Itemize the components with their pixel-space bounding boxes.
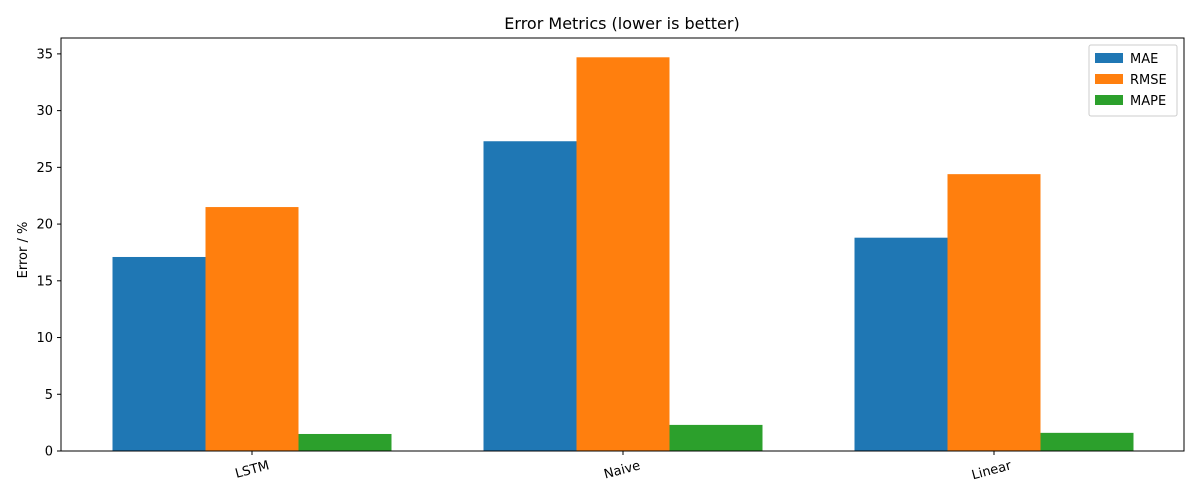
plot-frame — [60, 37, 1185, 452]
bar-mae-linear — [854, 237, 948, 451]
bar-rmse-lstm — [205, 207, 299, 451]
y-tick-label: 5 — [45, 388, 53, 403]
y-axis-label: Error / % — [16, 222, 31, 279]
legend-swatch-mape — [1095, 95, 1123, 105]
legend-label-rmse: RMSE — [1130, 73, 1167, 88]
x-axis-ticks: LSTM Naive Linear — [234, 451, 1014, 483]
y-tick-label: 15 — [36, 274, 53, 289]
bar-mae-naive — [483, 141, 577, 451]
bar-mape-lstm — [298, 433, 392, 451]
bar-mape-naive — [669, 424, 763, 451]
x-tick-label-naive: Naive — [602, 458, 642, 482]
y-tick-label: 0 — [45, 445, 53, 460]
x-tick-label-lstm: LSTM — [234, 458, 271, 481]
legend-swatch-rmse — [1095, 74, 1123, 84]
legend-label-mape: MAPE — [1130, 94, 1166, 109]
y-axis-ticks: 0 5 10 15 20 25 30 35 — [36, 47, 61, 460]
x-tick-label-linear: Linear — [970, 458, 1014, 483]
y-tick-label: 35 — [36, 47, 53, 62]
y-tick-label: 25 — [36, 161, 53, 176]
y-tick-label: 10 — [36, 331, 53, 346]
bar-mape-linear — [1040, 432, 1134, 451]
bars-group — [112, 57, 1134, 451]
legend-label-mae: MAE — [1130, 52, 1158, 67]
bar-mae-lstm — [112, 256, 206, 451]
legend: MAE RMSE MAPE — [1088, 44, 1178, 117]
bar-rmse-naive — [576, 57, 670, 451]
bar-rmse-linear — [947, 174, 1041, 451]
y-tick-label: 20 — [36, 218, 53, 233]
chart-title: Error Metrics (lower is better) — [504, 14, 739, 33]
y-tick-label: 30 — [36, 104, 53, 119]
legend-swatch-mae — [1095, 53, 1123, 63]
